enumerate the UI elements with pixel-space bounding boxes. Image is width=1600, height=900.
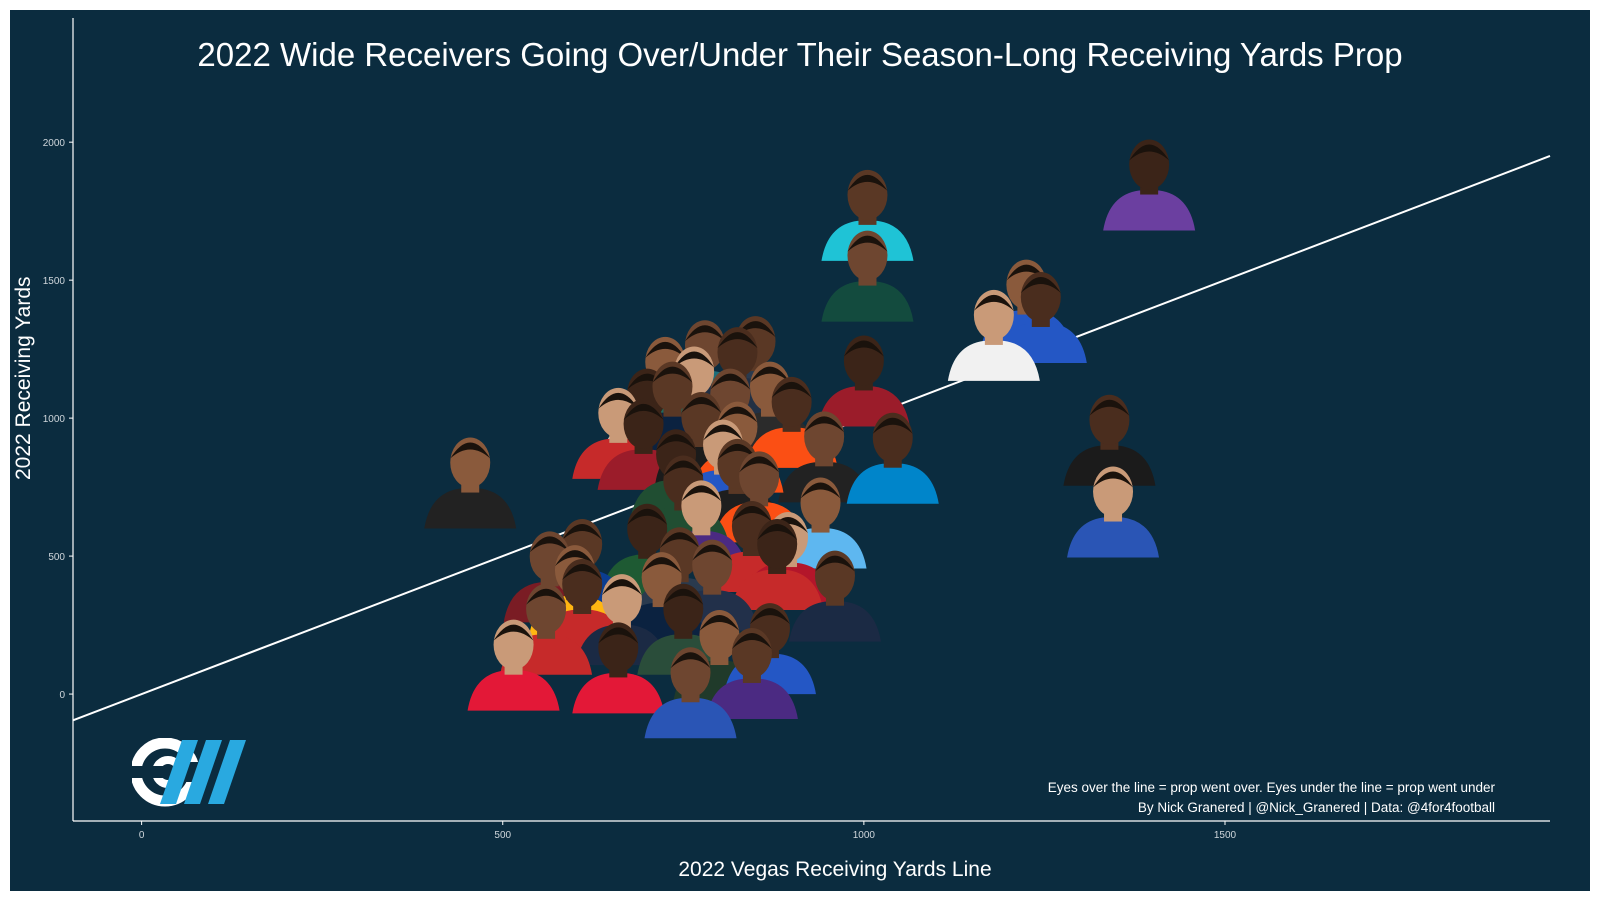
y-tick-label: 1500 xyxy=(43,276,66,287)
y-tick-label: 2000 xyxy=(43,138,66,149)
x-axis-label: 2022 Vegas Receiving Yards Line xyxy=(678,858,992,881)
x-tick-label: 0 xyxy=(139,830,145,841)
player-hair xyxy=(450,442,491,459)
player-jersey xyxy=(467,670,560,711)
player-jersey xyxy=(788,601,881,642)
player-hair xyxy=(1093,471,1134,488)
player-hair xyxy=(663,460,704,477)
player-hair xyxy=(681,397,722,414)
axes: 0 500 1000 1500 0 500 1000 1500 2000 xyxy=(43,18,1550,841)
data-points xyxy=(424,139,1196,739)
player-hair xyxy=(674,351,715,368)
player-headshot-point xyxy=(705,627,798,719)
player-headshot-point xyxy=(467,619,560,711)
scatter-plot: 0 500 1000 1500 0 500 1000 1500 2000 xyxy=(43,18,1551,841)
player-hair xyxy=(1129,144,1170,161)
player-hair xyxy=(814,555,855,572)
player-hair xyxy=(1006,264,1047,281)
player-headshot-point xyxy=(644,647,737,739)
player-hair xyxy=(735,321,776,338)
player-jersey xyxy=(572,673,665,714)
y-tick-label: 1000 xyxy=(43,414,66,425)
player-hair xyxy=(710,373,751,390)
player-hair xyxy=(1089,399,1130,416)
player-headshot-point xyxy=(1063,394,1156,486)
x-tick-label: 1000 xyxy=(853,830,876,841)
player-hair xyxy=(804,416,845,433)
player-hair xyxy=(717,443,758,460)
x-tick-label: 500 xyxy=(494,830,511,841)
player-jersey xyxy=(846,463,939,504)
player-headshot-point xyxy=(947,289,1040,381)
player-headshot-point xyxy=(821,169,914,261)
player-hair xyxy=(598,627,639,644)
player-hair xyxy=(641,557,682,574)
player-hair xyxy=(627,508,668,525)
player-hair xyxy=(562,523,603,540)
chart-panel: 0 500 1000 1500 0 500 1000 1500 2000 2022 Wide R… xyxy=(10,10,1590,891)
player-hair xyxy=(749,608,790,625)
player-hair xyxy=(703,424,744,441)
player-headshot-point xyxy=(731,518,824,610)
y-tick-label: 500 xyxy=(48,552,65,563)
player-hair xyxy=(847,174,888,191)
credit-note: By Nick Granered | @Nick_Granered | Data… xyxy=(1137,800,1495,815)
player-hair xyxy=(692,544,733,561)
player-jersey xyxy=(821,281,914,322)
player-jersey xyxy=(1063,445,1156,486)
player-jersey xyxy=(731,569,824,610)
player-hair xyxy=(847,235,888,252)
player-jersey xyxy=(1103,190,1196,231)
player-hair xyxy=(659,532,700,549)
player-jersey xyxy=(705,678,798,719)
player-hair xyxy=(652,366,693,383)
player-hair xyxy=(800,482,841,499)
player-hair xyxy=(656,434,697,451)
player-hair xyxy=(601,579,642,596)
chart-title: 2022 Wide Receivers Going Over/Under The… xyxy=(197,36,1403,73)
player-headshot-point xyxy=(424,437,517,529)
legend-note: Eyes over the line = prop went over. Eye… xyxy=(1047,780,1495,795)
player-hair xyxy=(771,381,812,398)
player-hair xyxy=(973,294,1014,311)
player-hair xyxy=(623,403,664,420)
player-hair xyxy=(529,536,570,553)
player-hair xyxy=(670,652,711,669)
y-axis-label: 2022 Receiving Yards xyxy=(12,276,35,480)
player-hair xyxy=(1020,276,1061,293)
player-hair xyxy=(663,588,704,605)
player-hair xyxy=(684,325,725,342)
player-hair xyxy=(598,392,639,409)
player-headshot-point xyxy=(817,335,910,427)
player-hair xyxy=(562,563,603,580)
player-hair xyxy=(872,417,913,434)
player-jersey xyxy=(1067,517,1160,558)
x-tick-label: 1500 xyxy=(1214,830,1237,841)
player-hair xyxy=(493,624,534,641)
player-hair xyxy=(717,332,758,349)
player-hair xyxy=(731,632,772,649)
player-hair xyxy=(645,341,686,358)
player-hair xyxy=(739,456,780,473)
player-jersey xyxy=(424,488,517,529)
player-hair xyxy=(843,340,884,357)
player-headshot-point xyxy=(572,622,665,714)
player-jersey xyxy=(644,698,737,739)
player-headshot-point xyxy=(821,230,914,322)
player-hair xyxy=(749,366,790,383)
player-hair xyxy=(757,523,798,540)
player-headshot-point xyxy=(1067,466,1160,558)
player-jersey xyxy=(947,340,1040,381)
player-hair xyxy=(526,588,567,605)
player-hair xyxy=(554,550,595,567)
player-headshot-point xyxy=(1103,139,1196,231)
player-headshot-point xyxy=(788,550,881,642)
player-hair xyxy=(699,615,740,632)
player-hair xyxy=(731,506,772,523)
cw-logo-icon xyxy=(132,738,246,807)
y-tick-label: 0 xyxy=(59,690,65,701)
player-headshot-point xyxy=(846,412,939,504)
player-hair xyxy=(681,485,722,502)
player-hair xyxy=(717,406,758,423)
